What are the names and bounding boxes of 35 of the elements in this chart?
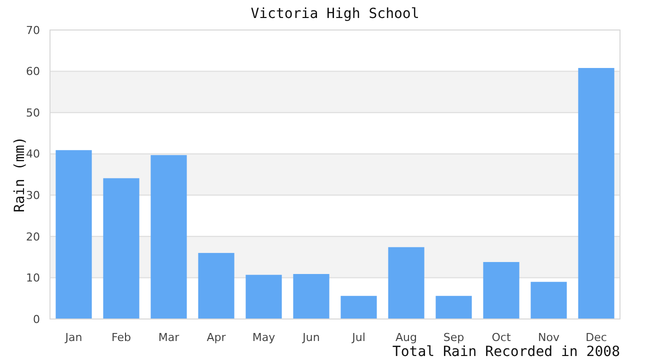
bar [246,274,282,319]
y-tick-label: 60 [26,65,40,78]
y-tick-label: 50 [26,106,40,120]
bar [578,68,614,319]
bar [103,178,140,319]
x-tick-label: Jul [351,330,366,344]
bar [340,296,377,319]
x-tick-label: Sep [443,330,464,344]
y-tick-label: 40 [26,148,40,161]
chart-title: Victoria High School [250,6,420,22]
x-tick-label: Dec [586,330,607,344]
bar [150,155,187,319]
x-tick-label: Aug [396,330,417,344]
x-tick-label: Apr [206,330,226,344]
x-tick-label: May [252,330,276,344]
y-axis-title: Rain (mm) [12,136,28,212]
x-tick-label: Oct [492,330,512,344]
x-tick-label: Feb [112,330,131,344]
bar [388,247,424,319]
x-axis-title: Total Rain Recorded in 2008 [392,344,620,360]
y-tick-label: 30 [26,188,40,202]
bar [198,252,234,319]
bar [56,150,92,319]
x-tick-label: Mar [158,330,180,344]
bar [436,296,472,319]
bar [483,262,520,319]
bar [530,282,567,319]
bar [293,274,330,319]
x-tick-label: Nov [538,330,560,344]
y-tick-label: 0 [33,312,40,326]
x-tick-label: Jan [64,330,82,344]
y-tick-label: 20 [26,230,40,244]
y-tick-label: 70 [26,24,40,37]
y-tick-label: 10 [26,272,40,285]
x-tick-label: Jun [302,330,320,344]
